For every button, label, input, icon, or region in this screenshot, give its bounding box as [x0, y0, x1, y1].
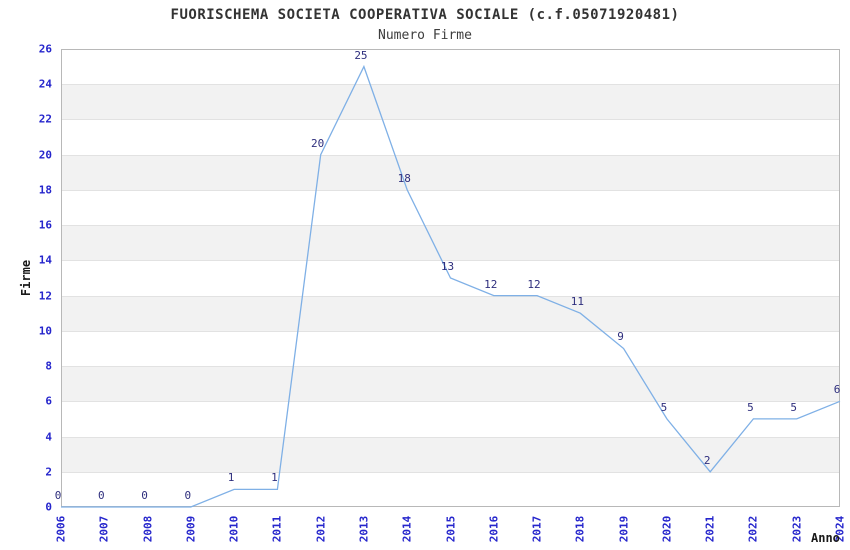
grid-line — [62, 436, 839, 438]
data-point-label: 18 — [397, 171, 411, 185]
x-tick-label: 2007 — [97, 515, 111, 543]
x-tick-label: 2006 — [54, 515, 68, 543]
grid-line — [62, 225, 839, 227]
x-tick-label: 2019 — [617, 515, 631, 543]
y-tick-label: 4 — [45, 430, 52, 444]
grid-line — [62, 189, 839, 191]
y-tick-label: 20 — [38, 148, 52, 162]
grid-band — [62, 436, 839, 472]
data-point-label: 0 — [97, 489, 105, 502]
y-tick-label: 14 — [38, 253, 52, 267]
plot-area — [61, 49, 840, 507]
data-point-label: 20 — [311, 136, 325, 150]
data-point-label: 0 — [184, 489, 192, 502]
x-tick-label: 2022 — [746, 515, 760, 543]
grid-band — [62, 366, 839, 402]
y-tick-label: 0 — [45, 500, 52, 514]
data-point-label: 2 — [703, 453, 711, 467]
y-tick-label: 6 — [45, 394, 52, 408]
data-point-label: 0 — [54, 489, 62, 502]
x-tick-label: 2013 — [357, 515, 371, 543]
grid-line — [62, 366, 839, 368]
grid-line — [62, 119, 839, 121]
y-tick-label: 22 — [38, 112, 52, 126]
data-point-label: 5 — [747, 400, 754, 414]
grid-line — [62, 295, 839, 297]
data-point-label: 1 — [227, 471, 235, 485]
y-tick-label: 26 — [38, 42, 52, 56]
y-tick-label: 18 — [38, 183, 52, 197]
grid-band — [62, 225, 839, 261]
y-tick-label: 8 — [45, 359, 52, 373]
x-tick-label: 2014 — [400, 515, 414, 543]
grid-line — [62, 154, 839, 156]
data-point-label: 1 — [271, 471, 278, 485]
x-tick-label: 2016 — [487, 515, 501, 543]
grid-band — [62, 154, 839, 190]
data-point-label: 12 — [527, 277, 541, 291]
y-tick-label: 10 — [38, 324, 52, 338]
data-point-label: 13 — [440, 260, 455, 273]
data-point-label: 5 — [790, 400, 798, 414]
grid-band — [62, 295, 839, 331]
x-tick-label: 2015 — [444, 515, 457, 543]
x-tick-label: 2021 — [703, 515, 717, 543]
x-tick-label: 2010 — [227, 515, 241, 543]
chart-subtitle: Numero Firme — [378, 28, 472, 43]
grid-line — [62, 84, 839, 86]
x-tick-label: 2017 — [530, 515, 544, 543]
x-axis-title: Anno — [811, 531, 840, 545]
data-point-label: 12 — [484, 277, 498, 291]
x-tick-label: 2009 — [184, 515, 198, 543]
x-tick-label: 2023 — [790, 515, 804, 543]
x-tick-label: 2012 — [314, 515, 328, 543]
x-tick-label: 2008 — [141, 515, 155, 543]
data-point-label: 25 — [354, 48, 368, 62]
y-axis-title: Firme — [19, 259, 33, 297]
x-tick-label: 2011 — [270, 515, 284, 543]
y-tick-label: 2 — [45, 465, 52, 479]
x-tick-label: 2020 — [660, 515, 674, 543]
grid-line — [62, 401, 839, 403]
y-tick-label: 16 — [38, 218, 52, 232]
chart-title: FUORISCHEMA SOCIETA COOPERATIVA SOCIALE … — [170, 7, 680, 23]
data-point-label: 0 — [141, 489, 148, 502]
data-point-label: 6 — [833, 383, 841, 397]
x-tick-label: 2018 — [573, 515, 587, 543]
data-point-label: 9 — [617, 330, 624, 344]
y-tick-label: 12 — [38, 289, 52, 303]
data-point-label: 11 — [570, 295, 584, 309]
y-tick-label: 24 — [38, 77, 52, 91]
grid-band — [62, 84, 839, 120]
grid-line — [62, 330, 839, 332]
grid-line — [62, 471, 839, 473]
data-point-label: 5 — [660, 400, 668, 414]
